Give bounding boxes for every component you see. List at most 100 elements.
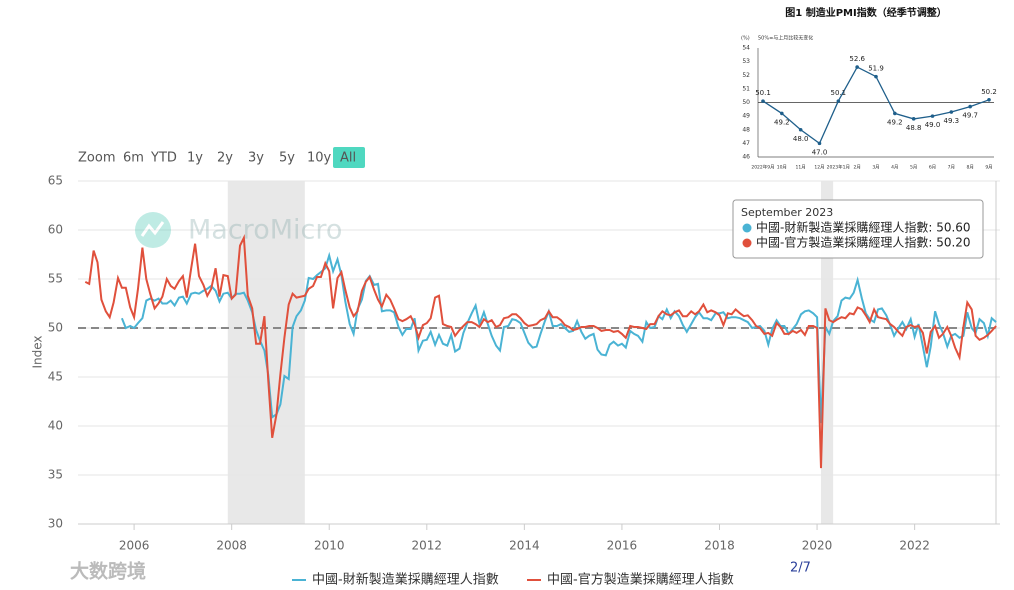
- zoom-button[interactable]: 6m: [123, 151, 144, 166]
- y-tick-label: 35: [48, 468, 63, 482]
- zoom-button-bg: [333, 147, 365, 168]
- x-tick-label: 2018: [704, 539, 735, 553]
- legend-label[interactable]: 中國-財新製造業採購經理人指數: [312, 572, 499, 588]
- inset-x-tick-label: 6月: [929, 165, 936, 171]
- inset-x-tick-label: 2022年9月: [751, 164, 774, 171]
- x-tick-label: 2022: [899, 539, 930, 553]
- inset-y-tick-label: 54: [742, 45, 750, 52]
- x-tick-label: 2016: [607, 539, 638, 553]
- inset-x-tick-label: 7月: [948, 165, 955, 171]
- inset-x-tick-label: 2023年1月: [827, 164, 850, 171]
- brand-watermark: 大数跨境: [70, 560, 146, 583]
- x-tick-label: 2010: [314, 539, 345, 553]
- inset-value-label: 47.0: [812, 148, 828, 156]
- inset-value-label: 49.2: [887, 118, 903, 126]
- inset-marker: [930, 114, 935, 118]
- toolbar: Zoom 6m YTD 1y 2y 3y 5y 10y All: [78, 147, 365, 168]
- x-tick-label: 2012: [412, 539, 443, 553]
- inset-x-tick-label: 11月: [796, 165, 806, 171]
- tooltip-item: 中國-官方製造業採購經理人指數: 50.20: [756, 235, 971, 250]
- tooltip: September 2023 中國-財新製造業採購經理人指數: 50.60 中國…: [732, 199, 984, 259]
- inset-x-tick-label: 2月: [853, 165, 860, 171]
- inset-x-tick-label: 10月: [777, 165, 787, 171]
- inset-title: 图1 制造业PMI指数（经季节调整）: [785, 6, 946, 19]
- y-tick-label: 55: [48, 272, 63, 286]
- zoom-label: Zoom: [78, 151, 115, 166]
- page-indicator: 2/7: [790, 561, 811, 576]
- inset-y-tick-label: 52: [742, 72, 750, 79]
- zoom-button[interactable]: 2y: [217, 151, 233, 166]
- tooltip-title: September 2023: [741, 206, 833, 219]
- inset-x-tick-label: 3月: [872, 165, 879, 171]
- inset-subtitle: 50%=与上月比较无变化: [758, 35, 813, 42]
- y-tick-label: 65: [48, 174, 63, 188]
- inset-marker: [780, 111, 784, 116]
- inset-chart: 图1 制造业PMI指数（经季节调整） 50%=与上月比较无变化 (%) 46 47 48 4…: [741, 6, 997, 171]
- inset-y-tick-label: 46: [742, 154, 750, 161]
- inset-value-label: 49.0: [925, 121, 941, 129]
- inset-value-label: 51.9: [868, 65, 884, 73]
- inset-marker: [817, 141, 822, 146]
- inset-value-label: 49.2: [774, 118, 790, 126]
- inset-y-tick-label: 49: [742, 113, 750, 120]
- inset-y-tick-label: 51: [742, 85, 750, 92]
- inset-marker: [874, 74, 878, 79]
- inset-marker: [893, 111, 897, 116]
- inset-value-label: 50.2: [981, 88, 997, 96]
- y-tick-label: 45: [48, 370, 63, 384]
- inset-marker: [855, 65, 859, 69]
- inset-marker: [836, 99, 841, 103]
- zoom-button[interactable]: All: [340, 151, 356, 166]
- y-axis-label: Index: [31, 335, 45, 368]
- inset-value-label: 49.7: [962, 112, 978, 120]
- inset-value-label: 50.1: [831, 89, 847, 97]
- inset-marker: [761, 99, 765, 103]
- inset-x-tick-label: 12月: [814, 165, 824, 171]
- y-tick-label: 40: [48, 419, 63, 433]
- inset-marker: [987, 97, 991, 102]
- inset-unit: (%): [741, 36, 750, 42]
- x-tick-label: 2020: [802, 539, 833, 553]
- y-tick-label: 30: [48, 517, 63, 531]
- zoom-button[interactable]: 3y: [248, 151, 264, 166]
- tooltip-box: [732, 199, 984, 259]
- x-tick-label: 2006: [119, 539, 150, 553]
- inset-x-tick-label: 8月: [966, 165, 973, 171]
- series-line: [84, 234, 997, 469]
- tooltip-marker: [742, 223, 752, 233]
- inset-x-tick-label: 4月: [891, 165, 898, 171]
- inset-y-tick-label: 53: [742, 58, 750, 65]
- inset-y-tick-label: 48: [742, 126, 750, 133]
- inset-value-label: 50.1: [755, 89, 771, 97]
- inset-marker: [911, 117, 916, 121]
- main-chart: 30 35 40 45 50 55 60 65 2006 2008 2010 2012 2014 2016…: [31, 174, 1000, 588]
- watermark: MacroMicro: [135, 212, 342, 248]
- legend-label[interactable]: 中國-官方製造業採購經理人指數: [547, 572, 734, 588]
- tooltip-item: 中國-財新製造業採購經理人指數: 50.60: [756, 220, 971, 235]
- zoom-button[interactable]: 5y: [279, 151, 295, 166]
- watermark-text: MacroMicro: [188, 215, 342, 246]
- y-tick-label: 60: [48, 223, 63, 237]
- zoom-button[interactable]: 10y: [307, 151, 332, 166]
- inset-value-label: 48.0: [793, 135, 809, 143]
- x-tick-label: 2008: [216, 539, 247, 553]
- zoom-button[interactable]: 1y: [187, 151, 203, 166]
- watermark-logo-mark: [140, 221, 165, 237]
- inset-y-tick-label: 50: [742, 99, 750, 106]
- inset-x-tick-label: 5月: [910, 165, 917, 171]
- tooltip-marker: [742, 238, 752, 248]
- inset-marker: [968, 104, 972, 109]
- inset-x-tick-label: 9月: [985, 165, 992, 171]
- inset-value-label: 49.3: [944, 117, 960, 125]
- watermark-logo: [135, 212, 171, 248]
- inset-value-label: 52.6: [849, 55, 865, 63]
- x-tick-label: 2014: [509, 539, 540, 553]
- inset-value-label: 48.8: [906, 124, 922, 132]
- inset-marker: [949, 110, 954, 114]
- recession-band: [820, 181, 834, 524]
- inset-marker: [798, 127, 803, 132]
- inset-y-tick-label: 47: [742, 140, 750, 147]
- zoom-button[interactable]: YTD: [150, 151, 177, 166]
